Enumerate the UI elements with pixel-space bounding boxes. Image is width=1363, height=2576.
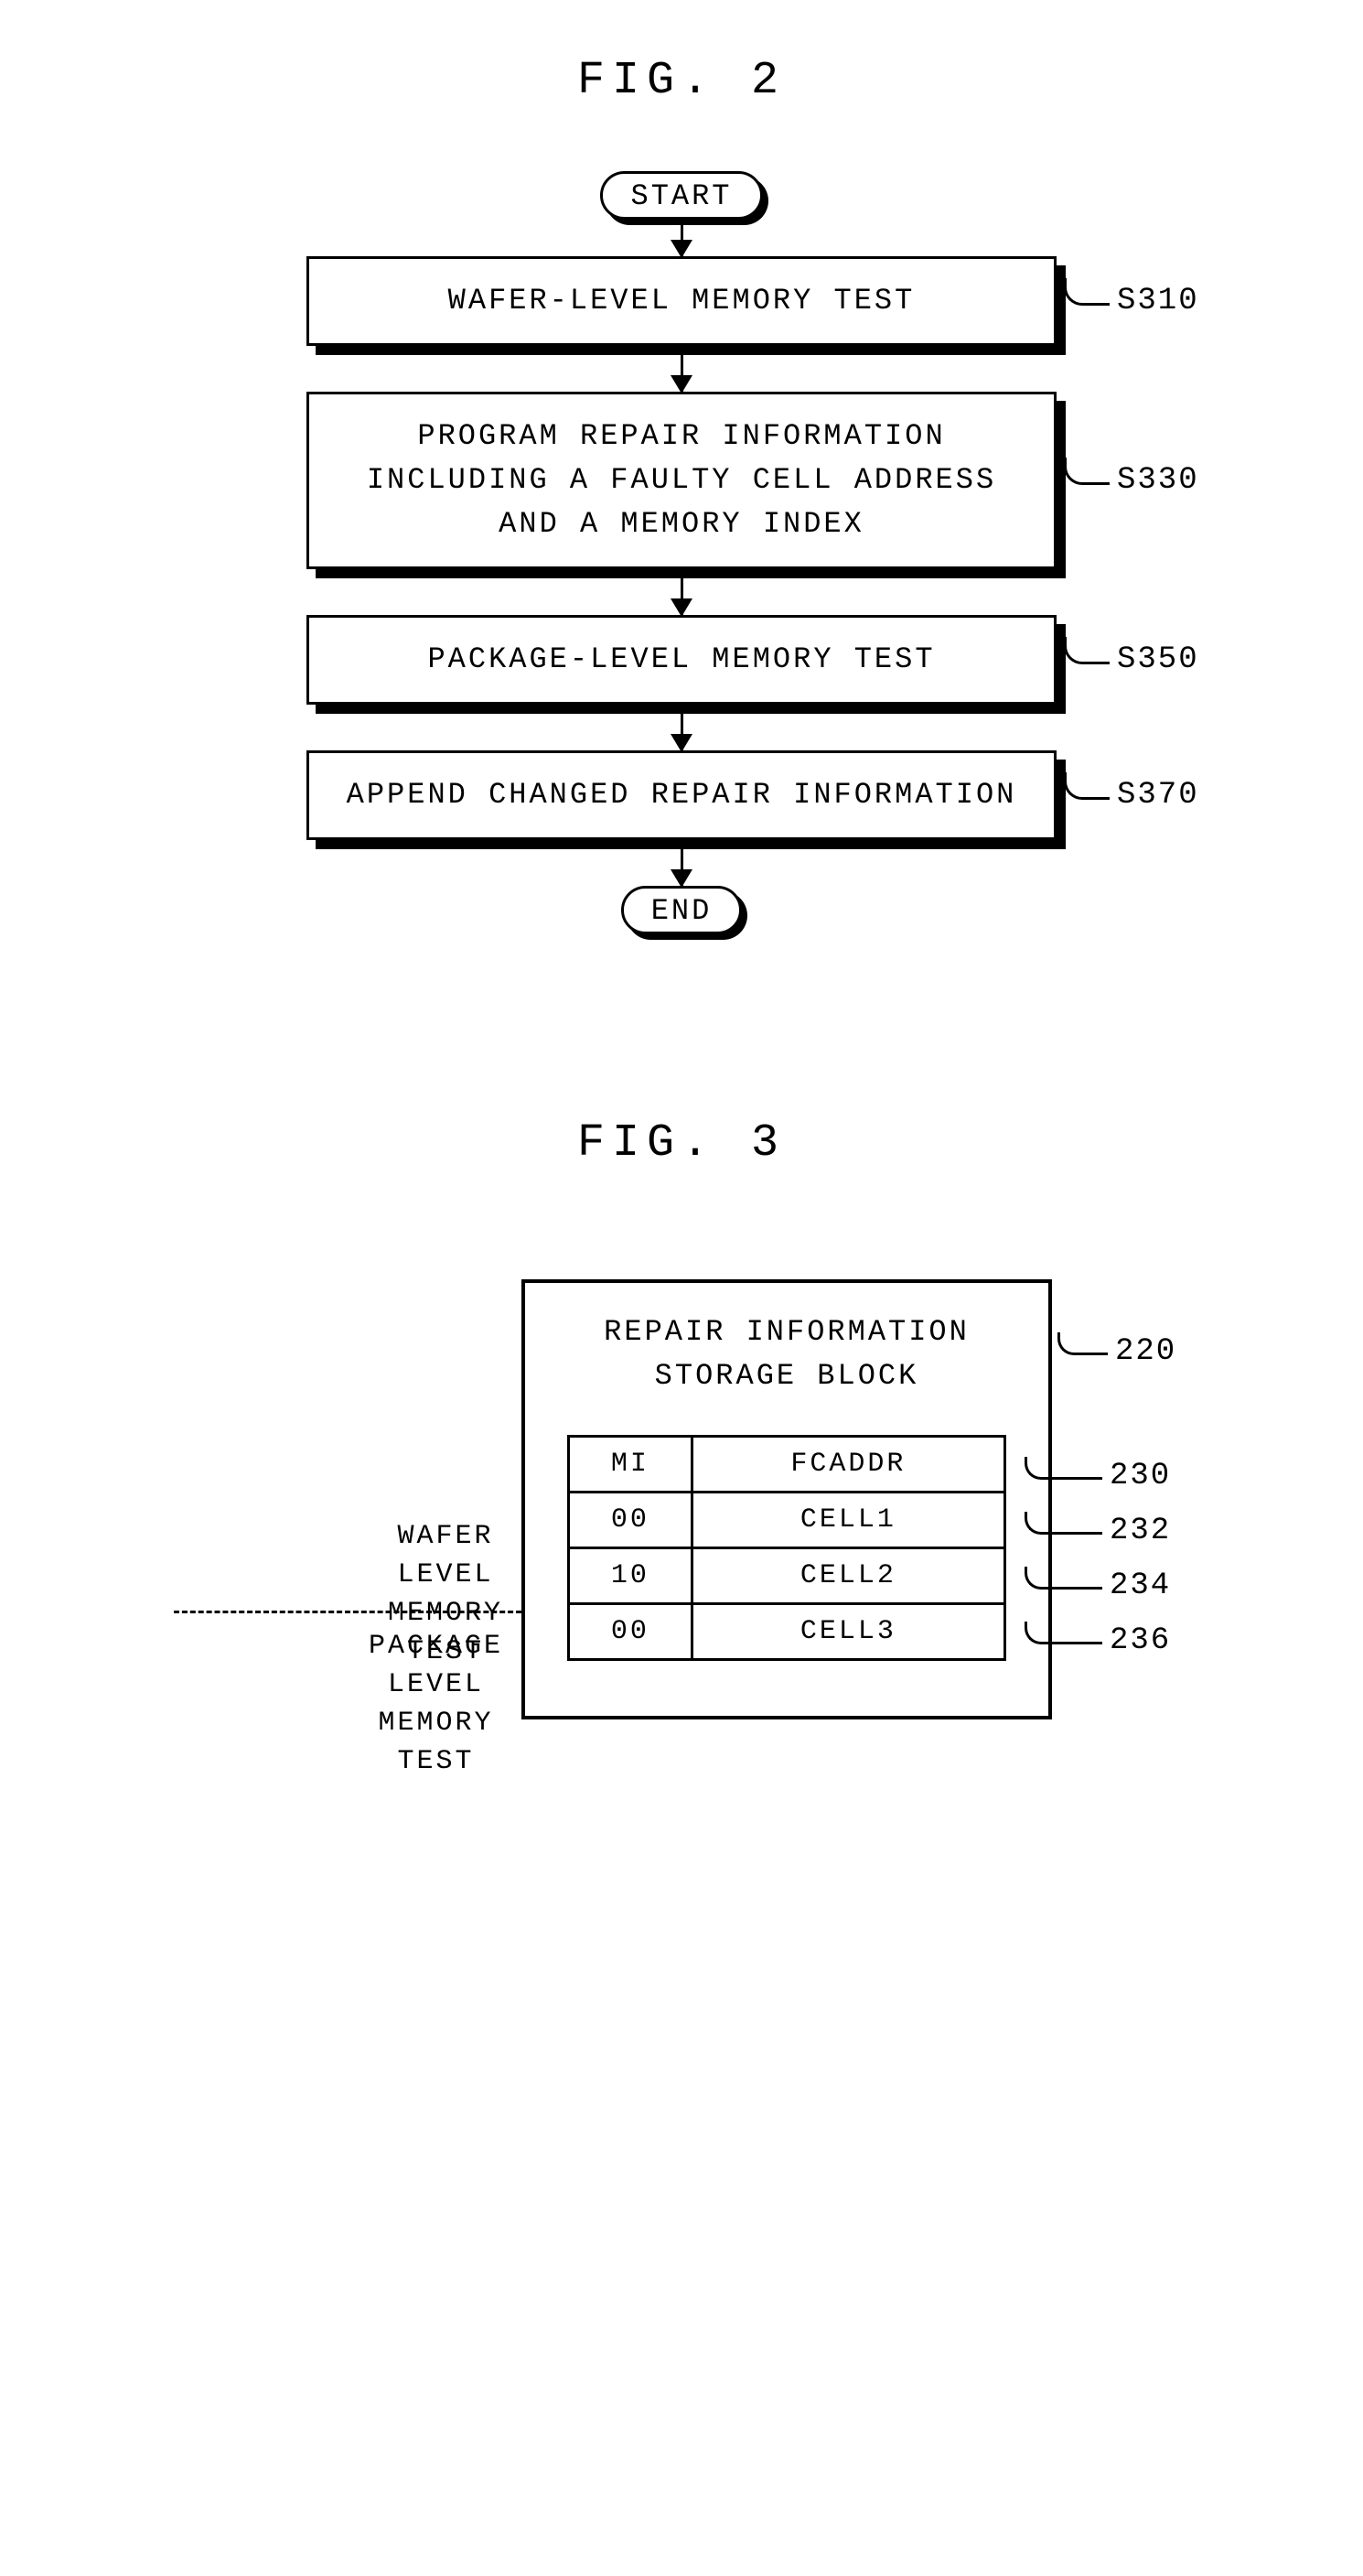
- arrow-icon: [681, 714, 683, 750]
- table-row: 00 CELL3: [569, 1604, 1005, 1660]
- cell-mi: 00: [569, 1493, 692, 1548]
- fig2-title: FIG. 2: [0, 55, 1363, 107]
- step-label: S310: [1057, 284, 1199, 318]
- step-box: PACKAGE-LEVEL MEMORY TEST: [306, 615, 1057, 705]
- step-row: PROGRAM REPAIR INFORMATION INCLUDING A F…: [0, 392, 1363, 569]
- table-header-row: MI FCADDR: [569, 1437, 1005, 1493]
- step-row: APPEND CHANGED REPAIR INFORMATION S370: [0, 750, 1363, 840]
- end-terminator: END: [621, 886, 743, 934]
- callout-230: 230: [1052, 1459, 1171, 1493]
- callout-220: 220: [1052, 1334, 1176, 1369]
- arrow-icon: [681, 849, 683, 886]
- storage-block-title: REPAIR INFORMATION STORAGE BLOCK: [553, 1310, 1021, 1398]
- step-box: WAFER-LEVEL MEMORY TEST: [306, 256, 1057, 346]
- arrow-icon: [681, 578, 683, 615]
- step-box: APPEND CHANGED REPAIR INFORMATION: [306, 750, 1057, 840]
- fig2-flowchart: START WAFER-LEVEL MEMORY TEST S310 PROGR…: [0, 171, 1363, 934]
- dashed-divider: [174, 1611, 521, 1613]
- step-row: WAFER-LEVEL MEMORY TEST S310: [0, 256, 1363, 346]
- repair-table: MI FCADDR 00 CELL1 10 CELL2 00 CELL3: [567, 1435, 1006, 1661]
- step-label: S330: [1057, 463, 1199, 498]
- step-row: PACKAGE-LEVEL MEMORY TEST S350: [0, 615, 1363, 705]
- callout-232: 232: [1052, 1514, 1171, 1548]
- callout-234: 234: [1052, 1568, 1171, 1603]
- cell-addr: CELL1: [692, 1493, 1004, 1548]
- cell-mi: 00: [569, 1604, 692, 1660]
- callout-236: 236: [1052, 1623, 1171, 1658]
- storage-block: REPAIR INFORMATION STORAGE BLOCK MI FCAD…: [521, 1279, 1052, 1719]
- fig3-title: FIG. 3: [0, 1117, 1363, 1169]
- arrow-icon: [681, 220, 683, 256]
- arrow-icon: [681, 355, 683, 392]
- package-level-label: PACKAGE LEVEL MEMORY TEST: [369, 1627, 521, 1781]
- cell-addr: CELL3: [692, 1604, 1004, 1660]
- table-row: 00 CELL1: [569, 1493, 1005, 1548]
- header-mi: MI: [569, 1437, 692, 1493]
- step-label: S370: [1057, 778, 1199, 813]
- fig3-diagram: REPAIR INFORMATION STORAGE BLOCK MI FCAD…: [0, 1279, 1363, 1719]
- start-label: START: [600, 171, 762, 220]
- table-row: 10 CELL2: [569, 1548, 1005, 1604]
- step-label: S350: [1057, 642, 1199, 677]
- cell-mi: 10: [569, 1548, 692, 1604]
- cell-addr: CELL2: [692, 1548, 1004, 1604]
- header-fcaddr: FCADDR: [692, 1437, 1004, 1493]
- end-label: END: [621, 886, 743, 934]
- step-box: PROGRAM REPAIR INFORMATION INCLUDING A F…: [306, 392, 1057, 569]
- start-terminator: START: [600, 171, 762, 220]
